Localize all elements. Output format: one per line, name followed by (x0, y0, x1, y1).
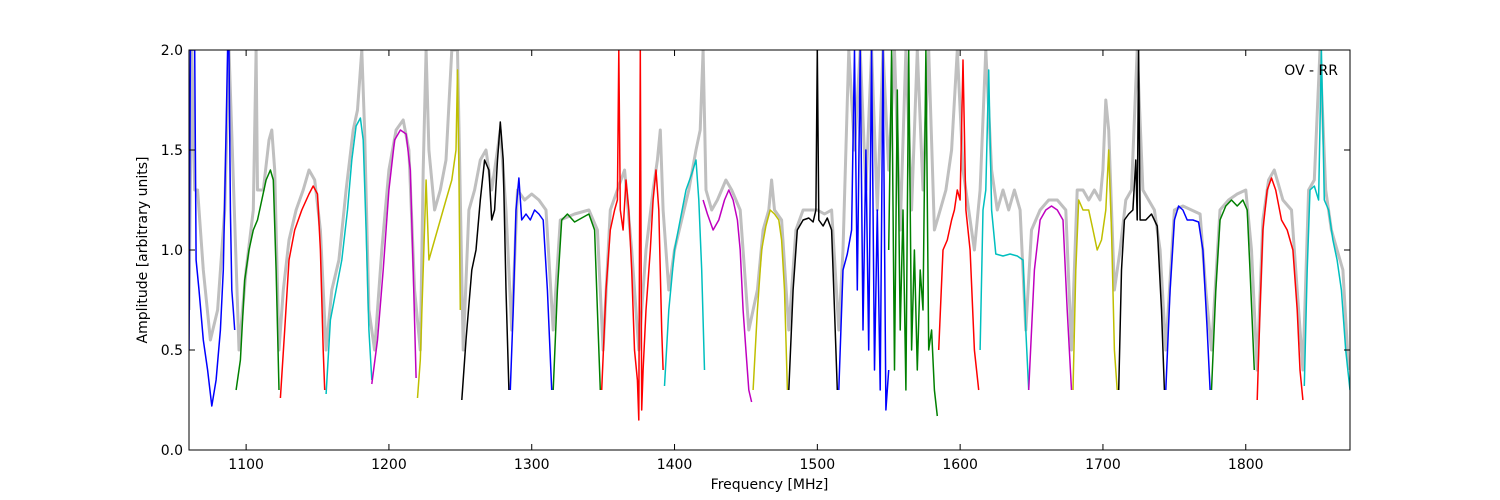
x-axis-ticks: 1100 1200 1300 1400 1500 1600 1700 1800 (228, 50, 1264, 473)
subband-line (937, 59, 980, 391)
subband-line (1256, 177, 1304, 401)
subband-line (702, 189, 753, 403)
x-tick-label: 1200 (371, 457, 407, 473)
subband-line (887, 50, 939, 417)
subband-line (509, 177, 553, 391)
subband-line (663, 159, 706, 387)
subband-line (1117, 50, 1166, 391)
background-trace-line (189, 50, 1350, 372)
y-axis-label: Amplitude [arbitrary units] (135, 157, 151, 344)
subband-line (838, 50, 890, 411)
x-tick-label: 1100 (228, 457, 264, 473)
x-tick-label: 1400 (657, 457, 693, 473)
subband-line (461, 121, 510, 401)
x-tick-label: 1500 (800, 457, 836, 473)
subband-traces (189, 50, 1350, 421)
y-tick-label: 0.0 (161, 443, 183, 459)
y-tick-label: 2.0 (161, 43, 183, 59)
subband-line (1303, 50, 1350, 391)
subband-line (1210, 199, 1256, 391)
subband-line (279, 185, 326, 399)
subband-line (600, 50, 664, 421)
subband-line (416, 69, 462, 399)
subband-line (1072, 149, 1118, 391)
subband-line (752, 209, 789, 391)
x-tick-label: 1700 (1085, 457, 1121, 473)
y-tick-label: 1.0 (161, 243, 183, 259)
subband-line (788, 50, 839, 391)
background-trace (189, 50, 1350, 372)
x-tick-label: 1300 (514, 457, 550, 473)
subband-line (979, 69, 1030, 391)
subband-line (371, 129, 417, 385)
subband-line (1027, 205, 1073, 391)
x-axis-label: Frequency [MHz] (711, 477, 829, 493)
y-tick-label: 1.5 (161, 143, 183, 159)
y-tick-label: 0.5 (161, 343, 183, 359)
subband-line (189, 50, 236, 407)
subband-line (552, 213, 602, 391)
subband-line (235, 169, 280, 391)
subband-line (1165, 205, 1211, 391)
x-tick-label: 1600 (942, 457, 978, 473)
panel-annotation: OV - RR (1284, 63, 1338, 79)
x-tick-label: 1800 (1228, 457, 1264, 473)
y-axis-ticks: 0.0 0.5 1.0 1.5 2.0 (161, 43, 1350, 459)
subband-line (325, 117, 373, 395)
